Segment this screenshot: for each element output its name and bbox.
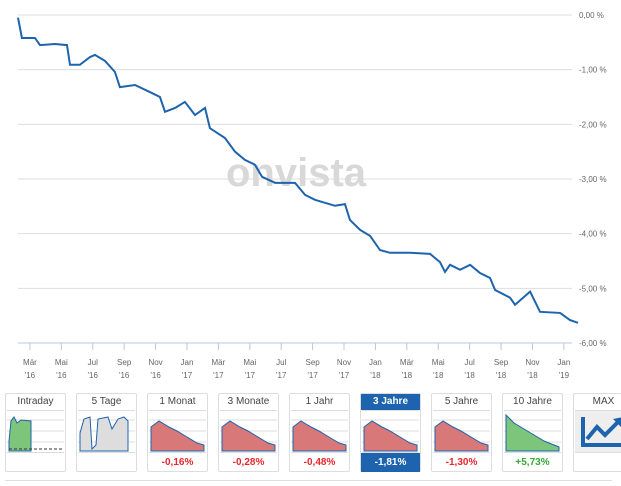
x-tick-label: '16 — [25, 371, 36, 380]
mini-chart — [220, 410, 277, 453]
x-tick-label: '17 — [245, 371, 256, 380]
mini-chart — [78, 410, 135, 453]
x-tick-label: '18 — [402, 371, 413, 380]
tab-label: 3 Monate — [227, 396, 270, 407]
tab-performance: +5,73% — [515, 457, 550, 468]
x-tick-label: '18 — [496, 371, 507, 380]
x-tick-label: Mai — [432, 358, 445, 367]
divider — [5, 480, 612, 481]
x-tick-label: Jul — [465, 358, 475, 367]
x-tick-label: '18 — [464, 371, 475, 380]
x-tick-label: Sep — [117, 358, 132, 367]
x-tick-label: Sep — [494, 358, 509, 367]
y-tick-label: -5,00 % — [579, 284, 607, 293]
x-tick-label: Mär — [211, 358, 225, 367]
tab-label: 1 Monat — [159, 396, 196, 407]
tab-label: 5 Jahre — [444, 396, 479, 407]
tab-performance: -1,81% — [361, 453, 420, 472]
tab-performance: -1,30% — [445, 457, 478, 468]
x-tick-label: Jan — [181, 358, 194, 367]
tab-label: Intraday — [17, 396, 54, 407]
x-tick-label: Mai — [243, 358, 256, 367]
tab-1-jahr[interactable]: 1 Jahr -0,48% — [289, 393, 350, 472]
performance-chart: 0,00 % -1,00 % -2,00 % -3,00 % -4,00 % -5,00 … — [17, 11, 607, 380]
tab-performance — [77, 453, 136, 471]
tab-5-tage[interactable]: 5 Tage — [76, 393, 137, 472]
x-tick-label: '17 — [307, 371, 318, 380]
timeframe-tabs: Intraday 5 Tage 1 Monat -0,16% 3 Monate -0,28… — [5, 393, 621, 472]
tab-label: 3 Jahre — [361, 394, 420, 410]
chart-trend-icon — [575, 410, 621, 453]
x-tick-label: Mär — [400, 358, 414, 367]
tab-performance: -0,16% — [161, 457, 194, 468]
x-tick-label: Mär — [23, 358, 37, 367]
tab-intraday[interactable]: Intraday — [5, 393, 66, 472]
x-tick-label: '18 — [370, 371, 381, 380]
y-tick-label: -4,00 % — [579, 230, 607, 239]
x-tick-label: Nov — [337, 358, 351, 367]
x-tick-label: '17 — [276, 371, 287, 380]
watermark-logo: onvista — [226, 151, 367, 195]
tab-performance — [6, 453, 65, 471]
tab-performance: -0,28% — [232, 457, 265, 468]
x-tick-label: '17 — [182, 371, 193, 380]
tab-performance: -0,48% — [303, 457, 336, 468]
mini-chart — [362, 410, 419, 453]
x-tick-label: Jan — [369, 358, 382, 367]
x-tick-label: '16 — [56, 371, 67, 380]
x-tick-label: Nov — [525, 358, 539, 367]
x-tick-label: '18 — [433, 371, 444, 380]
tab-10-jahre[interactable]: 10 Jahre +5,73% — [502, 393, 563, 472]
y-tick-label: -2,00 % — [579, 120, 607, 129]
mini-chart — [149, 410, 206, 453]
tab-performance — [574, 453, 621, 471]
x-tick-label: Jul — [276, 358, 286, 367]
y-tick-label: -1,00 % — [579, 66, 607, 75]
x-tick-label: '17 — [339, 371, 350, 380]
mini-chart — [433, 410, 490, 453]
tab-5-jahre[interactable]: 5 Jahre -1,30% — [431, 393, 492, 472]
y-tick-label: -6,00 % — [579, 339, 607, 348]
mini-chart — [291, 410, 348, 453]
y-tick-label: -3,00 % — [579, 175, 607, 184]
tab-label: MAX — [592, 396, 615, 407]
tab-1-monat[interactable]: 1 Monat -0,16% — [147, 393, 208, 472]
x-tick-label: Nov — [148, 358, 162, 367]
tab-3-jahre[interactable]: 3 Jahre -1,81% — [360, 393, 421, 472]
x-tick-label: '18 — [527, 371, 538, 380]
x-tick-label: '19 — [559, 371, 570, 380]
x-tick-label: '16 — [150, 371, 161, 380]
tab-label: 10 Jahre — [513, 396, 552, 407]
x-tick-label: '16 — [119, 371, 130, 380]
tab-max[interactable]: MAX — [573, 393, 621, 472]
x-tick-label: '17 — [213, 371, 224, 380]
x-tick-label: Jul — [88, 358, 98, 367]
tab-3-monate[interactable]: 3 Monate -0,28% — [218, 393, 279, 472]
tab-label: 1 Jahr — [305, 396, 334, 407]
mini-chart — [7, 410, 64, 453]
tab-label: 5 Tage — [91, 396, 122, 407]
mini-chart — [504, 410, 561, 453]
x-tick-label: '16 — [88, 371, 99, 380]
x-tick-label: Sep — [305, 358, 320, 367]
x-tick-label: Jan — [557, 358, 570, 367]
x-tick-label: Mai — [55, 358, 68, 367]
y-tick-label: 0,00 % — [579, 11, 604, 20]
